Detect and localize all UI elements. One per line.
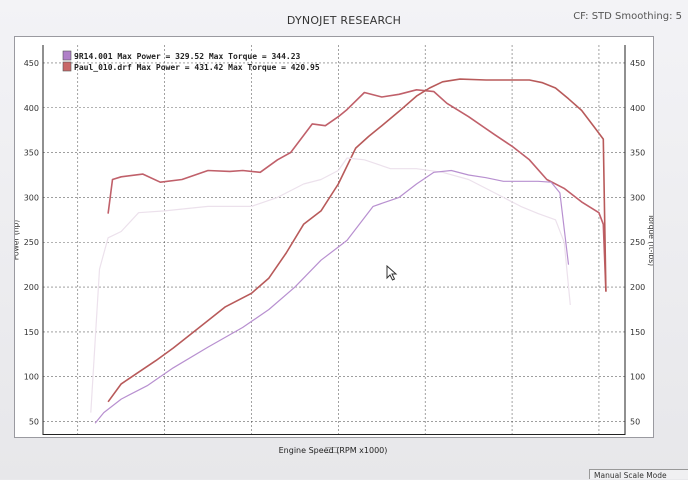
series-line-2 (107, 78, 607, 403)
y-tick-label-left: 400 (24, 104, 39, 113)
y-tick-label-left: 100 (24, 373, 39, 382)
series-line-3 (90, 157, 571, 413)
series-line-1 (107, 89, 607, 292)
plot-area[interactable]: 50 50 100 100 150 150 200 200 250 250 300 300 350 350… (14, 36, 654, 438)
y-tick-label-left: 200 (24, 283, 39, 292)
y-axis-title-right: Torque (ft-lbs) (647, 213, 653, 266)
y-tick-label-right: 250 (630, 238, 645, 247)
y-tick-label-right: 150 (630, 328, 645, 337)
legend-swatch (62, 61, 72, 72)
y-tick-label-right: 50 (630, 418, 640, 427)
y-tick-label-right: 400 (630, 104, 645, 113)
y-tick-label-left: 300 (24, 193, 39, 202)
dyno-chart[interactable]: 50 50 100 100 150 150 200 200 250 250 300 300 350 350… (15, 37, 653, 437)
scale-mode-indicator: Manual Scale Mode (589, 469, 688, 480)
y-tick-label-right: 100 (630, 373, 645, 382)
y-tick-label-left: 50 (29, 418, 39, 427)
y-tick-label-right: 300 (630, 193, 645, 202)
y-tick-label-left: 450 (24, 59, 39, 68)
status-readout: CF: STD Smoothing: 5 (573, 11, 682, 22)
resize-grip[interactable] (325, 447, 339, 453)
y-tick-label-right: 450 (630, 59, 645, 68)
legend-swatch (62, 50, 72, 61)
y-tick-label-left: 150 (24, 328, 39, 337)
legend-entry: Paul_010.drf Max Power = 431.42 Max Torq… (74, 63, 320, 72)
mouse-cursor-icon (386, 265, 398, 281)
y-tick-label-right: 350 (630, 149, 645, 158)
series-line-4 (94, 169, 570, 424)
x-axis-title: Engine Speed (RPM x1000) (278, 446, 388, 455)
y-tick-label-left: 250 (24, 238, 39, 247)
y-axis-title-left: Power (hp) (15, 220, 21, 261)
legend-entry: 9R14.001 Max Power = 329.52 Max Torque =… (74, 52, 301, 61)
y-tick-label-right: 200 (630, 283, 645, 292)
window-title: DYNOJET RESEARCH (286, 14, 402, 27)
y-tick-label-left: 350 (24, 149, 39, 158)
title-bar: DYNOJET RESEARCH CF: STD Smoothing: 5 (0, 0, 688, 30)
